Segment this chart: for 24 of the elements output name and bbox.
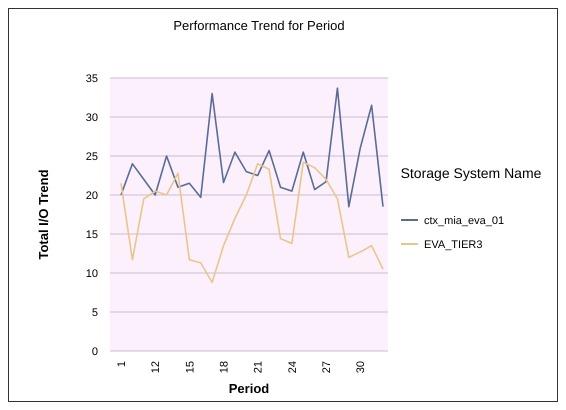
line-series	[120, 161, 384, 284]
x-tick-label: 12	[150, 361, 162, 374]
legend-label: ctx_mia_eva_01	[424, 215, 504, 227]
y-tick-label: 0	[92, 346, 98, 358]
x-tick-label: 1	[116, 361, 128, 368]
x-tick-label: 24	[286, 361, 299, 374]
x-tick-label: 18	[218, 361, 231, 374]
legend-title: Storage System Name	[400, 165, 542, 181]
x-tick-label: 21	[252, 361, 265, 374]
y-axis-title: Total I/O Trend	[36, 169, 51, 260]
y-tick-label: 25	[86, 151, 98, 163]
legend-label: EVA_TIER3	[424, 239, 482, 251]
line-series	[120, 87, 384, 208]
y-tick-label: 10	[86, 268, 98, 280]
y-tick-label: 30	[86, 112, 98, 124]
y-tick-label: 15	[86, 229, 98, 241]
y-tick-label: 35	[86, 73, 98, 85]
y-tick-label: 5	[92, 307, 98, 319]
x-tick-label: 30	[355, 361, 368, 374]
x-tick-label: 15	[184, 361, 196, 374]
chart-title: Performance Trend for Period	[173, 18, 345, 33]
x-tick-label: 27	[321, 361, 334, 374]
y-tick-label: 20	[86, 190, 98, 202]
x-axis-title: Period	[228, 381, 270, 396]
